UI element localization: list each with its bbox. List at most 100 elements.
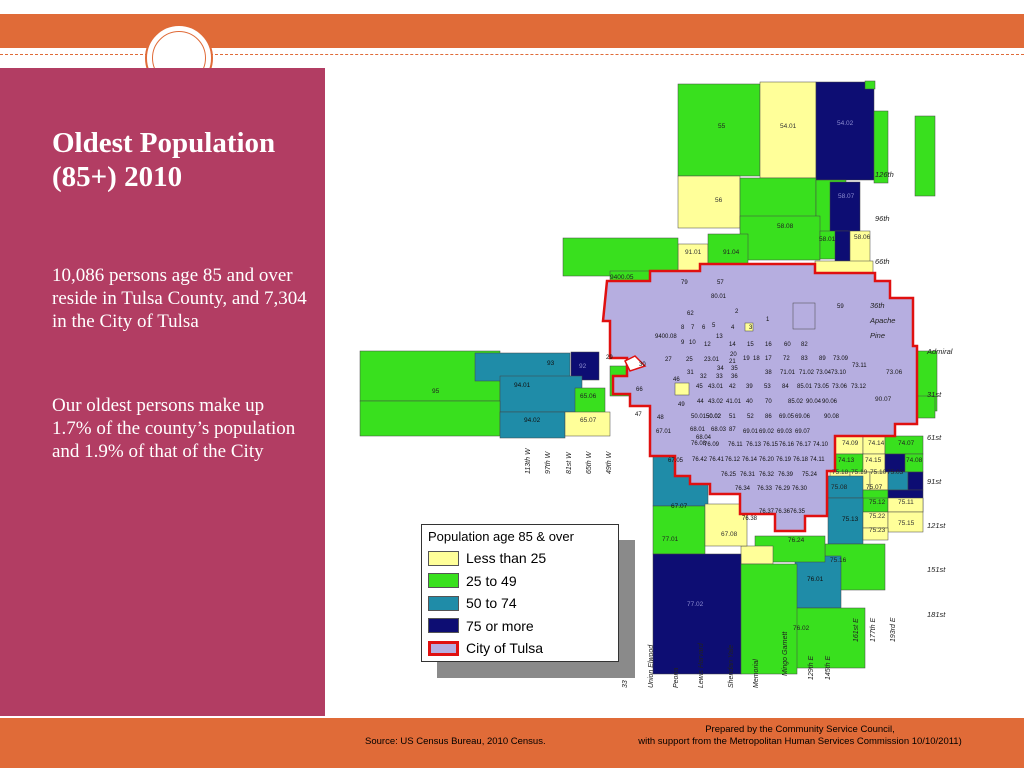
tract-92	[570, 351, 600, 381]
road-label-ns: 193rd E	[890, 617, 897, 642]
tract-north-edge	[873, 110, 889, 184]
paragraph-population: 10,086 persons age 85 and over reside in…	[52, 265, 307, 332]
legend-swatch-green	[428, 573, 459, 589]
city-tract-label: 72	[783, 356, 790, 362]
city-tract-label: 80.01	[711, 294, 727, 300]
road-label-ew: 96th	[875, 214, 890, 223]
city-tract-label: 12	[704, 342, 711, 348]
tract-south-west-green	[740, 563, 798, 675]
tract-label: 75.19	[851, 469, 868, 476]
tract-54-02	[815, 81, 875, 181]
city-tract-label: 76.38	[742, 516, 758, 522]
road-label-ns: 129th E	[808, 656, 815, 680]
tract-label: 94.01	[514, 382, 531, 389]
city-tract-label: 19	[743, 356, 750, 362]
city-tract-label: 38	[765, 370, 772, 376]
road-label-ew: 36th	[870, 301, 885, 310]
city-tract-label: 3	[749, 325, 753, 331]
road-label-ew: 121st	[927, 521, 946, 530]
tract-66th-strip	[814, 260, 874, 274]
tract-label: 94.02	[524, 417, 541, 424]
road-label-ew: 31st	[927, 390, 942, 399]
city-tract-label: 73.05	[814, 384, 830, 390]
paragraph-share: Our oldest persons make up 1.7% of the c…	[52, 395, 296, 462]
city-tract-label: 87	[729, 427, 736, 433]
tulsa-county-map: 55 54.01 54.02 56 58.07 58.08 58.01 58.06 91.01 9…	[359, 80, 953, 688]
city-tract-label: 14	[729, 342, 736, 348]
city-tract-label: 76.14	[742, 457, 758, 463]
tract-label: 74.15	[865, 457, 882, 464]
city-tract-label: 76.18	[793, 457, 809, 463]
tract-75-navy	[907, 471, 924, 491]
city-tract-label: 21	[729, 359, 736, 365]
legend-swatch-city	[428, 640, 459, 656]
legend-title: Population age 85 & over	[428, 529, 574, 544]
city-tract-label: 76.41	[709, 457, 725, 463]
tract-label: 77.01	[662, 536, 679, 543]
tract-north-west	[562, 237, 679, 277]
road-label-ew: Apache	[869, 316, 895, 325]
legend-label: 25 to 49	[466, 572, 517, 589]
tract-label: 9400.05	[610, 274, 634, 281]
city-tract-label: 49	[678, 402, 685, 408]
city-tract-label: 10	[689, 340, 696, 346]
city-tract-label: 69.01	[743, 429, 759, 435]
city-tract-label: 29	[606, 355, 613, 361]
city-tract-label: 59	[837, 304, 844, 310]
tract-label: 56	[715, 197, 723, 204]
city-tract-label: 62	[687, 311, 694, 317]
tract-label: 91.04	[723, 249, 740, 256]
city-tract-label: 84	[782, 384, 789, 390]
tract-76-02	[794, 607, 866, 669]
credit-line-1: Prepared by the Community Service Counci…	[705, 724, 895, 735]
road-label-ns: Mingo Garnett	[782, 631, 789, 676]
tract-label: 55	[718, 123, 726, 130]
city-tract-label: 34	[717, 366, 724, 372]
road-label-ns: 145th E	[825, 656, 832, 680]
tract-label: 75.07	[866, 484, 883, 491]
city-tract-label: 52	[747, 414, 754, 420]
tract-yellow-in-city	[674, 382, 690, 396]
city-tract-label: 50.02	[706, 414, 722, 420]
credit-line-2: with support from the Metropolitan Human…	[638, 736, 962, 747]
tract-label: 75.23	[869, 527, 886, 534]
city-tract-label: 41.01	[726, 399, 742, 405]
source-note: Source: US Census Bureau, 2010 Census.	[365, 736, 546, 747]
legend-item-50-to-74: 50 to 74	[428, 592, 612, 615]
city-tract-label: 43.01	[708, 384, 724, 390]
tract-label: 67.08	[721, 531, 738, 538]
road-label-ns: Lewis Harvard	[698, 642, 705, 688]
tract-label: 77.02	[687, 601, 704, 608]
legend-item-25-to-49: 25 to 49	[428, 570, 612, 593]
tract-label: 74.14	[868, 440, 885, 447]
city-tract-label: 16	[765, 342, 772, 348]
tract-58-07	[829, 181, 861, 233]
river-cutout	[623, 355, 647, 372]
city-tract-label: 76.19	[776, 457, 792, 463]
tract-54-01	[759, 81, 817, 179]
city-tract-label: 25	[686, 357, 693, 363]
slide-title: Oldest Population (85+) 2010	[52, 127, 276, 193]
tract-label: 75.22	[869, 513, 886, 520]
city-tract-label: 85.01	[797, 384, 813, 390]
tract-west-low	[359, 400, 501, 437]
tract-76-01	[794, 555, 842, 609]
tract-label: 75.11	[898, 499, 914, 506]
city-of-tulsa-boundary	[601, 262, 919, 533]
city-tract-label: 9400.08	[655, 334, 677, 340]
road-label-ew: Pine	[870, 331, 885, 340]
city-tract-label: 76.32	[759, 472, 775, 478]
city-tract-label: 71.01	[780, 370, 796, 376]
city-tract-label: 6	[702, 325, 706, 331]
road-label-ew: 91st	[927, 477, 942, 486]
road-label-ew: Admiral	[926, 347, 953, 356]
city-tract-label: 90.06	[822, 399, 838, 405]
city-tract-label: 90.04	[806, 399, 822, 405]
tract-label: 54.01	[780, 123, 797, 130]
road-label-ew: 66th	[875, 257, 890, 266]
tract-label: 54.02	[837, 120, 854, 127]
map-legend: Population age 85 & over Less than 25 25…	[421, 524, 619, 662]
city-tract-label: 76.20	[759, 457, 775, 463]
road-label-ns: Sheridan Yale	[728, 645, 735, 688]
tract-label: 91.01	[685, 249, 702, 256]
